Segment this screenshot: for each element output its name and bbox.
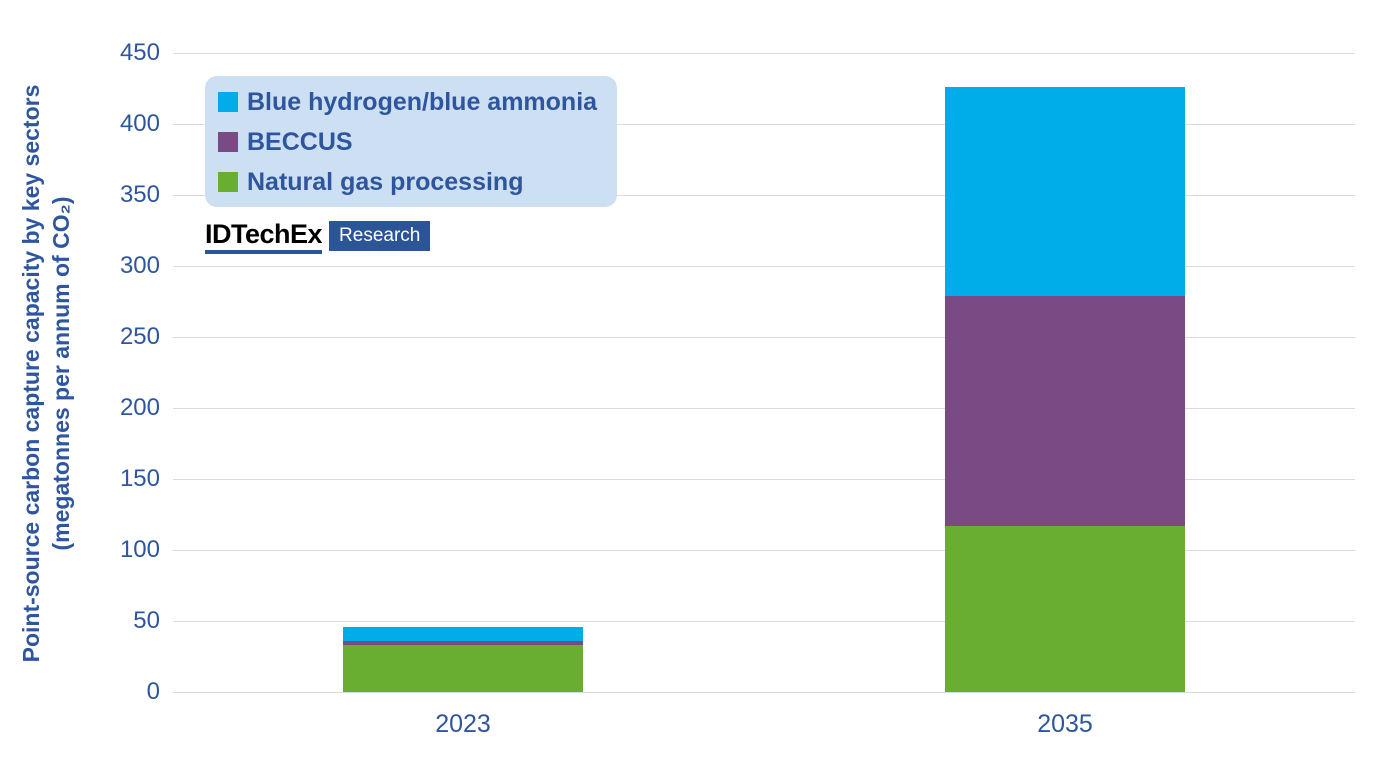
bar-segment: [343, 626, 583, 641]
legend: Blue hydrogen/blue ammonia BECCUS Natural …: [205, 76, 617, 207]
legend-item-label: Blue hydrogen/blue ammonia: [247, 87, 598, 116]
gridline: [173, 123, 1355, 125]
y-axis-title-line-1: Point-source carbon capture capacity by …: [18, 84, 44, 663]
gridline: [173, 549, 1355, 551]
gridline: [173, 265, 1355, 267]
y-axis-tick-label: 300: [119, 252, 160, 279]
legend-swatch-icon: [218, 172, 238, 192]
y-axis-title: Point-source carbon capture capacity by …: [16, 53, 77, 694]
y-axis-tick-label: 150: [119, 465, 160, 492]
y-axis-tick-label: 50: [133, 607, 160, 634]
bar-segment: [343, 645, 583, 692]
bar-segment: [945, 525, 1185, 692]
legend-item: Blue hydrogen/blue ammonia: [218, 82, 617, 122]
legend-item-label: Natural gas processing: [247, 167, 524, 196]
legend-swatch-icon: [218, 132, 238, 152]
idtechex-logo: IDTechEx Research: [205, 221, 431, 254]
bar-segment: [945, 87, 1185, 296]
gridline: [173, 194, 1355, 196]
y-axis-tick-label: 350: [119, 181, 160, 208]
idtechex-wordmark: IDTechEx: [205, 221, 323, 254]
x-axis-tick-label: 2023: [435, 710, 491, 738]
y-axis-tick-label: 100: [119, 536, 160, 563]
x-axis-tick-label: 2035: [1037, 710, 1093, 738]
y-axis-title-line-2: (megatonnes per annum of CO₂): [48, 196, 75, 551]
bar-segment: [945, 295, 1185, 526]
gridline: [173, 478, 1355, 480]
legend-rows: Blue hydrogen/blue ammonia BECCUS Natural …: [218, 82, 617, 202]
legend-item-label: BECCUS: [247, 127, 353, 156]
gridline: [173, 336, 1355, 338]
y-axis-tick-label: 200: [119, 394, 160, 421]
gridline: [173, 52, 1355, 54]
idtechex-research-badge: Research: [329, 221, 431, 251]
gridline: [173, 691, 1355, 693]
bar-segment: [343, 640, 583, 646]
y-axis-tick-label: 450: [119, 39, 160, 66]
legend-item: Natural gas processing: [218, 162, 617, 202]
legend-item: BECCUS: [218, 122, 617, 162]
legend-swatch-icon: [218, 92, 238, 112]
gridline: [173, 407, 1355, 409]
gridline: [173, 620, 1355, 622]
y-axis-tick-label: 250: [119, 323, 160, 350]
y-axis-tick-label: 400: [119, 110, 160, 137]
y-axis-tick-label: 0: [146, 678, 160, 705]
